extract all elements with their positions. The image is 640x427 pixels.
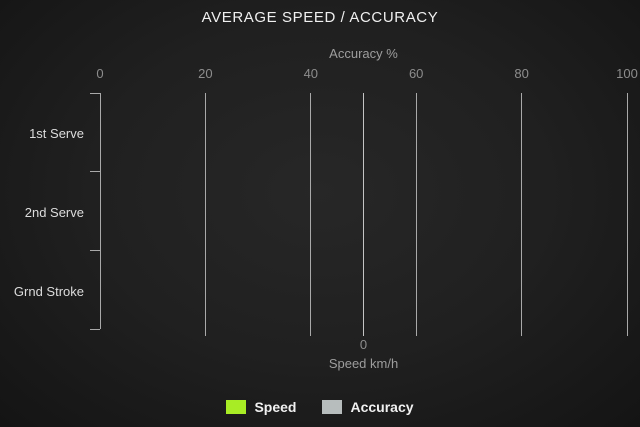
accuracy-tick-label-40: 40 [303,66,319,81]
category-label-2nd-serve: 2nd Serve [24,205,84,220]
chart-title: AVERAGE SPEED / ACCURACY [201,9,439,26]
chart-legend: Speed Accuracy [0,397,640,417]
speed-axis-tick-0: 0 [359,337,368,352]
accuracy-axis-title: Accuracy % [329,46,398,61]
category-label-1st-serve: 1st Serve [29,126,84,142]
category-tick-mark [90,92,100,94]
accuracy-tick-label-80: 80 [514,66,529,81]
accuracy-tick-label-60: 60 [408,66,424,81]
gridline-accuracy-100 [626,93,628,336]
category-label-grnd-stroke: Grnd Stroke [13,283,84,299]
accuracy-tick-label-20: 20 [198,66,213,81]
legend-item-speed: Speed [226,399,296,415]
accuracy-swatch-icon [322,400,343,414]
gridline-speed-0 [363,93,364,336]
category-tick-mark [90,249,100,251]
accuracy-tick-label-100: 100 [616,66,638,81]
gridline-accuracy-20 [204,93,206,336]
accuracy-tick-label-0: 0 [96,66,104,81]
speed-axis-title: Speed km/h [328,356,399,371]
category-axis-line [99,93,101,329]
category-tick-mark [90,171,100,173]
gridline-accuracy-80 [521,93,523,336]
gridline-accuracy-40 [310,93,312,336]
gridline-accuracy-60 [415,93,417,336]
category-tick-mark [90,328,100,330]
legend-label: Speed [254,399,297,415]
legend-label: Accuracy [350,399,414,415]
speed-swatch-icon [226,400,247,414]
legend-item-accuracy: Accuracy [322,399,414,415]
